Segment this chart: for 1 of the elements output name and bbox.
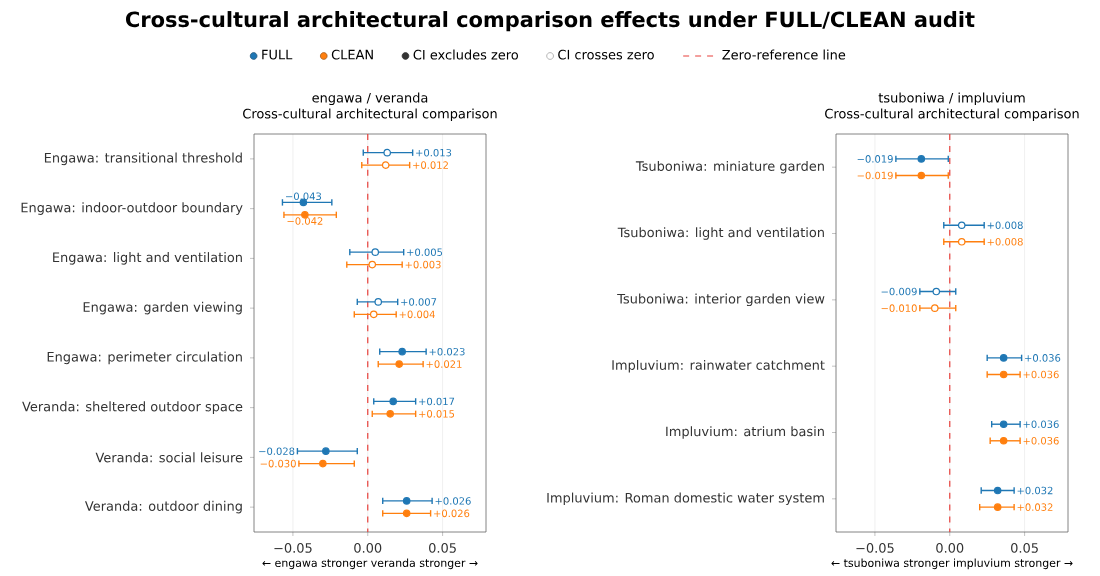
- text: Cross-cultural architectural comparison effects under FULL/CLEAN audit: [126, 11, 975, 32]
